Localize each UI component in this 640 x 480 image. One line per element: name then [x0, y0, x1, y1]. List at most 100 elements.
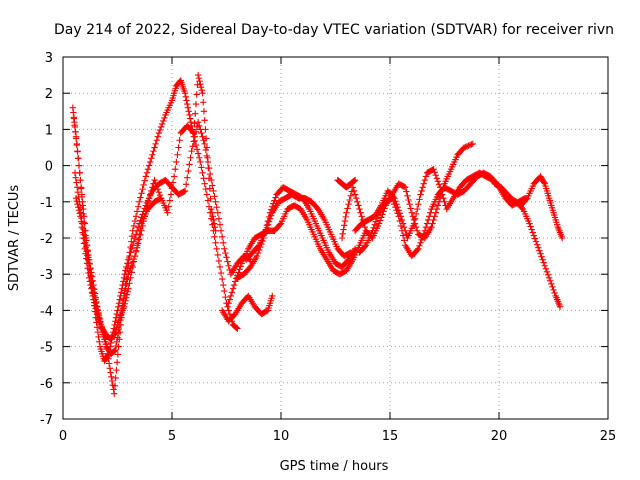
data-point — [124, 260, 131, 267]
data-point — [140, 181, 147, 189]
data-point — [111, 390, 118, 397]
data-point — [160, 117, 167, 125]
data-point — [182, 181, 190, 188]
y-tick-label-0: -7 — [40, 413, 53, 428]
data-point — [541, 262, 548, 269]
data-point — [559, 234, 566, 242]
data-point — [120, 278, 127, 285]
y-tick-label-7: 0 — [45, 160, 53, 175]
data-point — [206, 185, 213, 192]
data-point — [535, 244, 542, 251]
data-point — [341, 217, 349, 225]
data-point — [547, 277, 554, 285]
data-point — [399, 232, 407, 239]
data-point — [221, 287, 228, 295]
data-point — [115, 343, 122, 350]
data-point — [103, 345, 111, 353]
data-point — [207, 195, 214, 202]
data-point — [198, 129, 205, 137]
data-point — [121, 300, 128, 307]
data-point — [190, 138, 197, 145]
data-point — [164, 209, 171, 216]
data-point — [434, 202, 442, 209]
data-point — [152, 140, 159, 148]
data-point — [168, 185, 176, 192]
data-point — [103, 340, 110, 348]
data-point — [186, 161, 193, 168]
data-point — [197, 80, 204, 88]
data-point — [206, 170, 214, 178]
data-point — [158, 120, 166, 128]
data-point — [80, 205, 87, 213]
data-point — [147, 158, 154, 166]
data-point — [276, 221, 284, 228]
data-point — [82, 250, 89, 257]
data-point — [346, 249, 353, 257]
data-point — [347, 249, 354, 256]
data-point — [205, 164, 212, 172]
data-point — [137, 231, 144, 239]
data-point — [166, 197, 174, 204]
data-point — [111, 330, 118, 337]
data-point — [550, 286, 557, 294]
data-point — [215, 257, 223, 265]
data-point — [465, 142, 472, 149]
data-point — [73, 179, 80, 186]
data-point — [391, 201, 398, 208]
data-point — [76, 210, 83, 217]
series-8 — [218, 292, 276, 325]
data-point — [189, 128, 196, 136]
data-point — [392, 204, 399, 211]
data-point — [204, 154, 211, 161]
data-point — [340, 226, 347, 233]
data-point — [403, 188, 410, 195]
data-point — [232, 324, 240, 331]
data-point — [107, 343, 114, 350]
data-point — [105, 360, 113, 367]
data-point — [211, 223, 219, 231]
data-point — [196, 77, 203, 85]
data-point — [79, 229, 86, 236]
data-point — [405, 196, 412, 204]
series-3 — [71, 71, 219, 397]
data-point — [83, 260, 91, 267]
data-point — [130, 222, 138, 230]
data-point — [184, 174, 191, 181]
data-point — [420, 230, 427, 237]
data-point — [170, 173, 178, 180]
data-point — [133, 242, 141, 249]
data-point — [197, 83, 205, 91]
data-point — [133, 208, 141, 215]
data-point — [356, 205, 363, 213]
data-point — [172, 166, 179, 173]
data-point — [419, 233, 426, 240]
data-point — [266, 215, 274, 222]
data-point — [532, 238, 540, 245]
y-tick-label-6: -1 — [40, 196, 53, 211]
data-point — [72, 194, 80, 202]
data-point — [212, 227, 219, 234]
data-point — [351, 191, 359, 198]
data-point — [349, 184, 357, 191]
data-point — [396, 217, 404, 225]
data-point — [406, 201, 413, 208]
data-point — [154, 185, 162, 193]
data-point — [418, 236, 425, 244]
data-point — [358, 213, 365, 220]
data-point — [105, 355, 112, 362]
data-point — [193, 146, 201, 153]
y-tick-label-9: 2 — [45, 87, 53, 102]
y-tick-label-2: -5 — [40, 341, 53, 356]
data-point — [460, 144, 468, 151]
data-point — [151, 176, 158, 184]
data-point — [83, 255, 90, 262]
data-point — [131, 252, 139, 260]
data-point — [73, 197, 81, 205]
data-point — [200, 108, 208, 115]
data-point — [422, 173, 430, 180]
data-point — [152, 179, 159, 187]
data-point — [123, 294, 130, 301]
data-point — [112, 347, 119, 354]
series-2 — [70, 115, 254, 365]
